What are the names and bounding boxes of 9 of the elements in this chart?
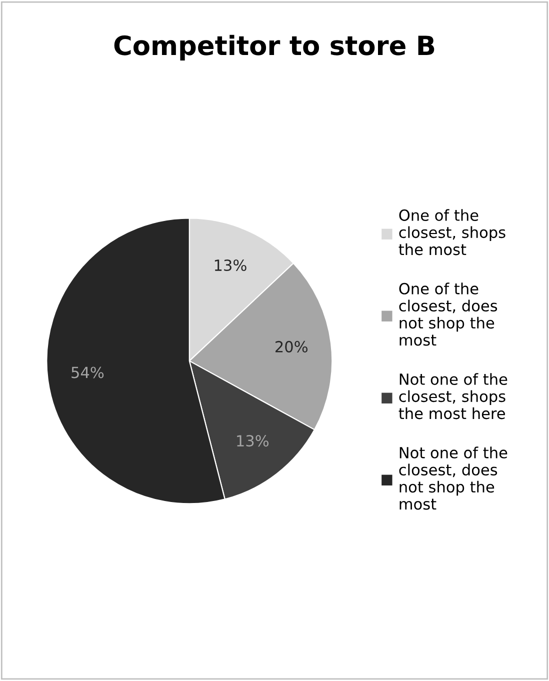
data-label: 13% (237, 435, 269, 447)
legend-label: One of the closest, does not shop the most (399, 282, 498, 346)
legend-label: Not one of the closest, shops the most here (398, 373, 508, 420)
data-label: 13% (214, 259, 246, 272)
chart-title: Competitor to store B (114, 34, 434, 60)
data-label: 54% (72, 366, 104, 378)
legend-label: One of the closest, shops the most (398, 209, 506, 256)
legend-label: Not one of the closest, does not shop the most (399, 446, 508, 510)
data-label: 20% (276, 340, 308, 352)
